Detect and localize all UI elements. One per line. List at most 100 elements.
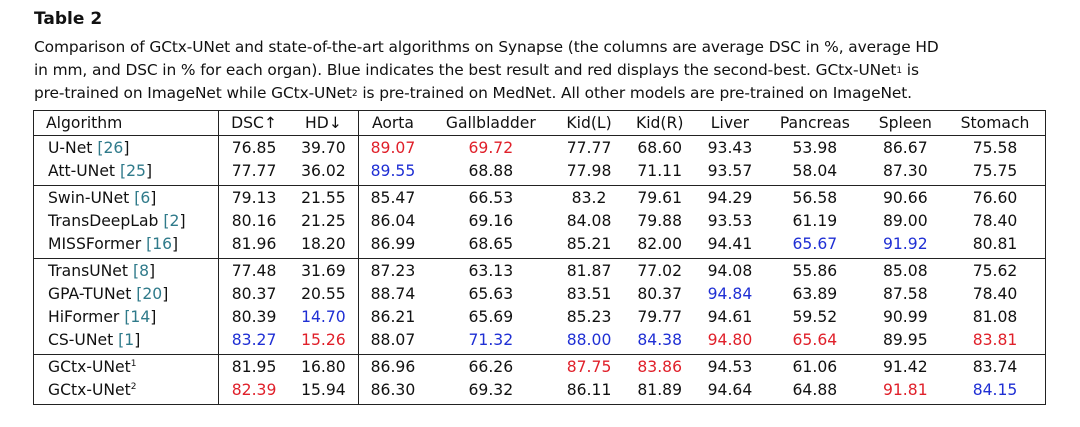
citation-close-bracket: ] (148, 261, 156, 280)
value-cell: 94.53 (695, 354, 765, 378)
value-cell: 68.65 (468, 234, 514, 253)
value-cell: 86.30 (370, 380, 416, 399)
algorithm-name: GCtx-UNet (48, 357, 131, 376)
header-spleen: Spleen (865, 110, 946, 136)
algorithm-cell: MISSFormer [16] (33, 232, 219, 259)
value-cell: 94.80 (707, 330, 753, 349)
citation-link[interactable]: 25 (126, 161, 146, 180)
caption-line-2-text: in mm, and DSC in % for each organ). Blu… (34, 61, 897, 79)
citation-close-bracket: ] (172, 234, 179, 253)
value-cell: 76.85 (231, 138, 277, 157)
value-cell: 39.70 (289, 135, 359, 159)
value-cell: 14.70 (289, 305, 359, 328)
value-cell: 83.74 (945, 354, 1046, 378)
algorithm-cell: Att-UNet [25] (33, 159, 219, 186)
value-cell: 80.37 (637, 284, 683, 303)
value-cell: 83.51 (566, 284, 612, 303)
algorithm-cell: TransUNet [8] (33, 258, 219, 282)
citation-close-bracket: ] (134, 330, 141, 349)
algorithm-name: CS-UNet (48, 330, 114, 349)
citation-open-bracket: [ (118, 330, 125, 349)
citation-open-bracket: [ (134, 188, 141, 207)
value-cell: 87.30 (882, 161, 928, 180)
value-cell: 94.08 (695, 258, 765, 282)
value-cell: 77.77 (566, 138, 612, 157)
value-cell: 65.64 (792, 330, 838, 349)
value-cell: 83.2 (554, 185, 624, 209)
value-cell: 79.88 (637, 211, 683, 230)
value-cell: 21.55 (289, 185, 359, 209)
value-cell: 64.88 (792, 380, 838, 399)
value-cell: 81.95 (218, 354, 290, 378)
table-header-row: Algorithm DSC↑ HD↓ Aorta Gallbladder Kid… (33, 110, 1046, 136)
caption-line-3-text: pre-trained on ImageNet while GCtx-UNet (34, 84, 352, 102)
value-cell: 86.11 (566, 380, 612, 399)
value-cell: 77.98 (566, 161, 612, 180)
citation-link[interactable]: 16 (152, 234, 173, 253)
citation-link[interactable]: 14 (130, 307, 151, 326)
value-cell: 87.75 (554, 354, 624, 378)
value-cell: 65.63 (468, 284, 514, 303)
algorithm-name: TransDeepLab (48, 211, 159, 230)
header-hd: HD↓ (289, 110, 359, 136)
caption-line-3-end: is pre-trained on MedNet. All other mode… (357, 84, 912, 102)
value-cell: 68.60 (637, 138, 683, 157)
citation-link[interactable]: 6 (140, 188, 151, 207)
value-cell: 58.04 (792, 161, 838, 180)
table-row: U-Net [26] 76.85 39.70 89.07 69.72 77.77 68.60… (33, 135, 1046, 159)
algorithm-name: TransUNet (48, 261, 128, 280)
citation-open-bracket: [ (120, 161, 127, 180)
value-cell: 87.23 (358, 258, 428, 282)
algorithm-cell: GCtx-UNet2 (33, 378, 219, 405)
algorithm-name: U-Net (48, 138, 93, 157)
value-cell: 88.74 (370, 284, 416, 303)
value-cell: 86.21 (370, 307, 416, 326)
value-cell: 21.25 (289, 209, 359, 232)
value-cell: 53.98 (792, 138, 838, 157)
value-cell: 93.53 (707, 211, 753, 230)
value-cell: 80.39 (231, 307, 277, 326)
value-cell: 56.58 (764, 185, 866, 209)
value-cell: 94.29 (695, 185, 765, 209)
value-cell: 90.66 (865, 185, 946, 209)
citation-link[interactable]: 26 (103, 138, 124, 157)
value-cell: 81.89 (637, 380, 683, 399)
value-cell: 79.13 (218, 185, 290, 209)
value-cell: 85.08 (865, 258, 946, 282)
value-cell: 63.89 (792, 284, 838, 303)
header-stomach: Stomach (945, 110, 1046, 136)
value-cell: 90.99 (882, 307, 928, 326)
caption-line-1: Comparison of GCtx-UNet and state-of-the… (34, 38, 939, 56)
value-cell: 82.00 (637, 234, 683, 253)
value-cell: 85.21 (566, 234, 612, 253)
value-cell: 69.16 (468, 211, 514, 230)
value-cell: 88.07 (370, 330, 416, 349)
citation-link[interactable]: 2 (169, 211, 180, 230)
value-cell: 82.39 (231, 380, 277, 399)
algorithm-name: Swin-UNet (48, 188, 130, 207)
value-cell: 94.84 (707, 284, 753, 303)
value-cell: 66.26 (427, 354, 555, 378)
algorithm-cell: GPA-TUNet [20] (33, 282, 219, 305)
citation-link[interactable]: 20 (142, 284, 163, 303)
citation-link[interactable]: 1 (124, 330, 135, 349)
header-dsc: DSC↑ (218, 110, 290, 136)
table-row: TransUNet [8] 77.48 31.69 87.23 63.13 81.87 77… (33, 258, 1046, 282)
value-cell: 80.81 (972, 234, 1018, 253)
value-cell: 85.23 (566, 307, 612, 326)
value-cell: 78.40 (972, 284, 1018, 303)
value-cell: 77.48 (218, 258, 290, 282)
value-cell: 83.27 (231, 330, 277, 349)
value-cell: 31.69 (289, 258, 359, 282)
value-cell: 80.16 (231, 211, 277, 230)
value-cell: 94.64 (707, 380, 753, 399)
algorithm-name: HiFormer (48, 307, 120, 326)
citation-open-bracket: [ (132, 261, 140, 280)
algorithm-cell: TransDeepLab [2] (33, 209, 219, 232)
value-cell: 59.52 (792, 307, 838, 326)
table-row: GCtx-UNet1 81.95 16.80 86.96 66.26 87.75 83.86… (33, 354, 1046, 378)
table-caption: Comparison of GCtx-UNet and state-of-the… (34, 36, 1039, 105)
value-cell: 86.99 (370, 234, 416, 253)
citation-link[interactable]: 8 (139, 261, 149, 280)
value-cell: 15.26 (289, 328, 359, 355)
